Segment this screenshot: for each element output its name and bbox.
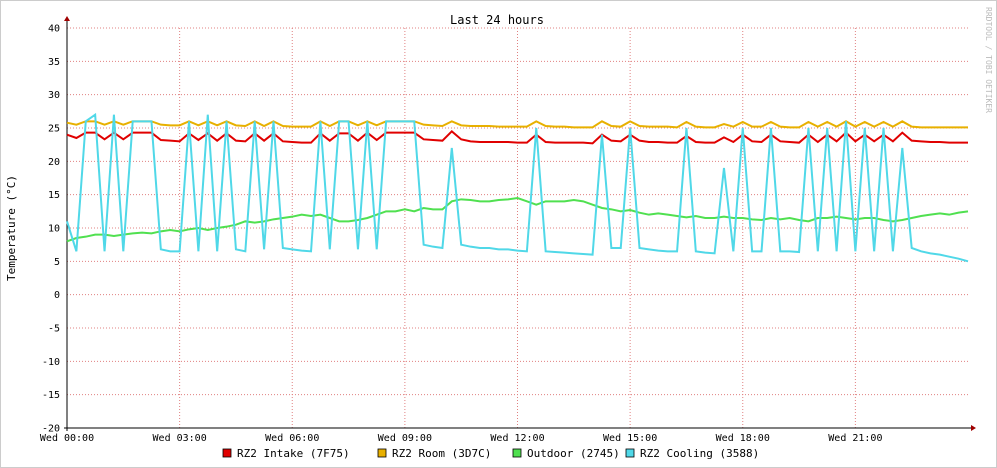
y-tick-label: 35	[48, 57, 60, 68]
x-tick-label: Wed 03:00	[153, 433, 207, 444]
series-line	[66, 112, 969, 263]
x-axis-arrow	[971, 425, 976, 431]
y-tick-label: -5	[48, 324, 60, 335]
y-tick-label: 20	[48, 157, 60, 168]
y-axis-arrow	[64, 16, 70, 21]
series-line	[66, 120, 968, 129]
y-tick-label: 0	[54, 290, 60, 301]
legend-swatch	[625, 448, 635, 458]
y-tick-label: -15	[42, 390, 60, 401]
y-tick-label: -20	[42, 424, 60, 435]
x-tick-label: Wed 12:00	[490, 433, 544, 444]
legend-label: Outdoor (2745)	[527, 447, 620, 460]
series-line	[66, 196, 969, 243]
series-line	[66, 129, 968, 145]
x-tick-label: Wed 18:00	[716, 433, 770, 444]
y-tick-label: 30	[48, 90, 60, 101]
y-tick-label: 15	[48, 190, 60, 201]
x-tick-label: Wed 09:00	[378, 433, 432, 444]
y-axis-label: Temperature (°C)	[5, 175, 18, 281]
y-tick-label: 25	[48, 124, 60, 135]
legend-label: RZ2 Cooling (3588)	[640, 447, 759, 460]
x-tick-label: Wed 00:00	[40, 433, 94, 444]
x-tick-label: Wed 21:00	[828, 433, 882, 444]
y-tick-label: 40	[48, 24, 60, 35]
legend-swatch	[512, 448, 522, 458]
legend-swatch	[222, 448, 232, 458]
watermark: RRDTOOL / TOBI OETIKER	[984, 7, 993, 113]
y-tick-label: 5	[54, 257, 60, 268]
x-tick-label: Wed 06:00	[265, 433, 319, 444]
legend-swatch	[377, 448, 387, 458]
legend-label: RZ2 Room (3D7C)	[392, 447, 491, 460]
chart-title: Last 24 hours	[450, 13, 544, 27]
y-tick-label: 10	[48, 224, 60, 235]
y-tick-label: -10	[42, 357, 60, 368]
x-tick-label: Wed 15:00	[603, 433, 657, 444]
legend-label: RZ2 Intake (7F75)	[237, 447, 350, 460]
